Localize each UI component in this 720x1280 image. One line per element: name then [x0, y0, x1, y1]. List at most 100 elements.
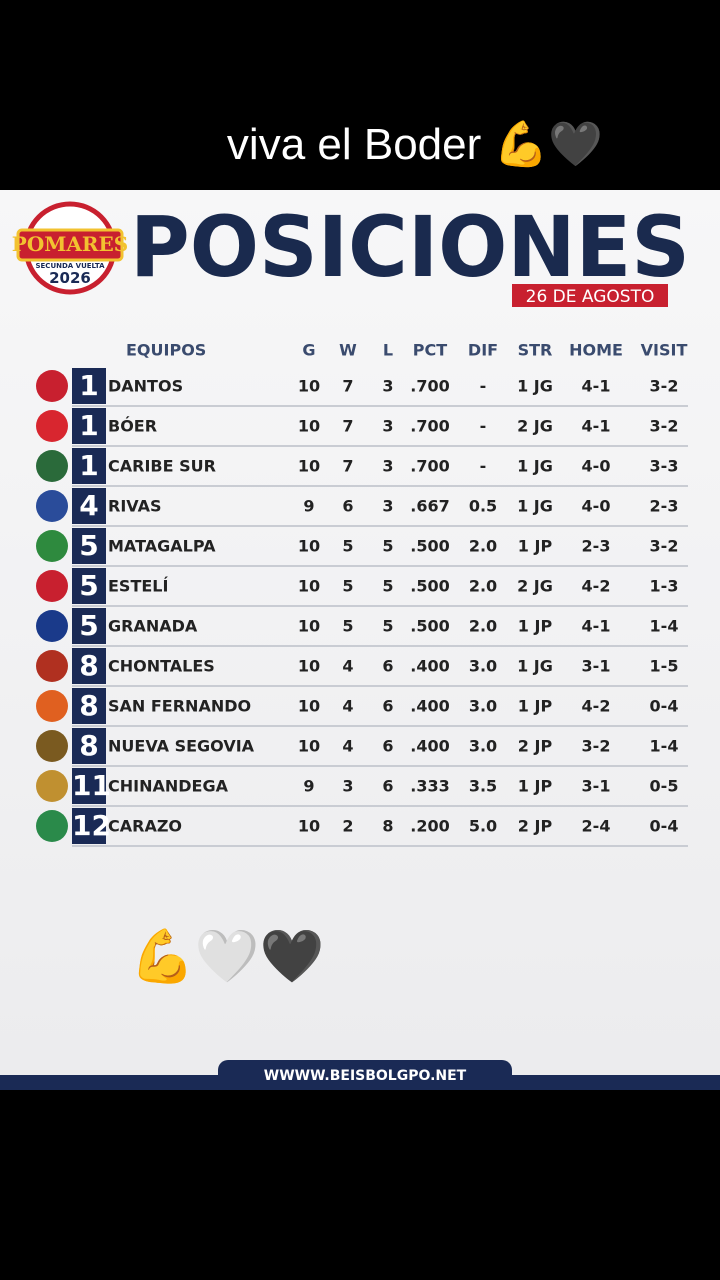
- team-logo: [36, 770, 68, 802]
- stat: 3.0: [468, 736, 498, 756]
- date: 26 DE AGOSTO: [526, 287, 655, 307]
- stat: 1 JP: [517, 616, 553, 636]
- team-logo: [36, 530, 68, 562]
- column-header: PCT: [412, 340, 448, 360]
- stat: 3: [382, 416, 394, 436]
- row-separator: [72, 445, 688, 447]
- row-separator: [72, 765, 688, 767]
- stat: 3-2: [581, 736, 611, 756]
- stat: -: [479, 456, 487, 476]
- footer: WWWW.BEISBOLGPO.NET: [218, 1060, 512, 1090]
- row-separator: [72, 405, 688, 407]
- row-separator: [72, 845, 688, 847]
- stat: .400: [410, 696, 450, 716]
- row-separator: [72, 565, 688, 567]
- stat: 3: [342, 776, 354, 796]
- stat: 0-5: [649, 776, 679, 796]
- stat: 4: [342, 696, 354, 716]
- stat: 4-1: [581, 416, 611, 436]
- stat: 8: [382, 816, 394, 836]
- caption: viva el Boder 💪🖤: [226, 120, 604, 169]
- stat: 3-2: [649, 536, 679, 556]
- stat: 3: [382, 496, 394, 516]
- column-header: DIF: [467, 340, 499, 360]
- stat: 4: [342, 736, 354, 756]
- logo-name: POMARES: [12, 232, 128, 256]
- stat: 5: [382, 576, 394, 596]
- row-separator: [72, 805, 688, 807]
- team-logo: [36, 690, 68, 722]
- rank: 1: [72, 448, 106, 484]
- row-separator: [72, 605, 688, 607]
- stat: 2: [342, 816, 354, 836]
- rank: 8: [72, 648, 106, 684]
- team-name: DANTOS: [108, 376, 184, 396]
- stat: 7: [342, 416, 354, 436]
- rank: 8: [72, 688, 106, 724]
- stat: 2-4: [581, 816, 611, 836]
- rank: 5: [72, 608, 106, 644]
- emoji: 💪🤍🖤: [130, 927, 325, 987]
- stat: 3: [382, 456, 394, 476]
- stat: .400: [410, 656, 450, 676]
- stat: 10: [297, 416, 321, 436]
- stat: .667: [410, 496, 450, 516]
- stat: 7: [342, 376, 354, 396]
- column-header: G: [302, 340, 316, 360]
- row-separator: [72, 525, 688, 527]
- stat: 2 JG: [517, 416, 553, 436]
- stat: 5.0: [468, 816, 498, 836]
- stat: 3-2: [649, 376, 679, 396]
- stat: 10: [297, 376, 321, 396]
- stat: 3: [382, 376, 394, 396]
- team-logo: [36, 650, 68, 682]
- team-name: GRANADA: [108, 616, 198, 636]
- stat: 2.0: [468, 576, 498, 596]
- stat: 1 JG: [517, 376, 553, 396]
- row-separator: [72, 485, 688, 487]
- rank: 5: [72, 568, 106, 604]
- logo-year: 2026: [49, 269, 91, 287]
- team-logo: [36, 410, 68, 442]
- column-header: EQUIPOS: [126, 340, 207, 360]
- stat: 5: [342, 576, 354, 596]
- stat: 2 JP: [517, 816, 553, 836]
- stat: 1 JG: [517, 496, 553, 516]
- stat: 6: [382, 696, 394, 716]
- stat: 4-2: [581, 576, 611, 596]
- stat: 3.5: [468, 776, 498, 796]
- stat: 1-4: [649, 616, 679, 636]
- team-name: CARIBE SUR: [108, 456, 216, 476]
- stat: 2.0: [468, 536, 498, 556]
- stat: .500: [410, 616, 450, 636]
- team-logo: [36, 810, 68, 842]
- stat: 10: [297, 616, 321, 636]
- stat: 1 JP: [517, 696, 553, 716]
- panel: [0, 190, 720, 1075]
- stat: 0-4: [649, 696, 679, 716]
- rank: 8: [72, 728, 106, 764]
- team-name: ESTELÍ: [108, 576, 169, 596]
- stat: .400: [410, 736, 450, 756]
- stat: 10: [297, 816, 321, 836]
- title: POSICIONES: [130, 198, 690, 296]
- logo-band: [16, 228, 124, 262]
- stat: 3-1: [581, 776, 611, 796]
- stat: 2-3: [649, 496, 679, 516]
- stat: 9: [303, 496, 315, 516]
- team-name: CHONTALES: [108, 656, 215, 676]
- stat: .700: [410, 456, 450, 476]
- stat: 5: [342, 536, 354, 556]
- team-name: CARAZO: [108, 816, 183, 836]
- row-separator: [72, 685, 688, 687]
- column-header: STR: [517, 340, 553, 360]
- stat: 1 JG: [517, 656, 553, 676]
- team-name: CHINANDEGA: [108, 776, 228, 796]
- stat: 4-1: [581, 616, 611, 636]
- stat: 6: [382, 776, 394, 796]
- stat: 5: [382, 536, 394, 556]
- stat: 5: [342, 616, 354, 636]
- rank: 12: [72, 808, 111, 844]
- stat: 4-1: [581, 376, 611, 396]
- stat: 2 JP: [517, 736, 553, 756]
